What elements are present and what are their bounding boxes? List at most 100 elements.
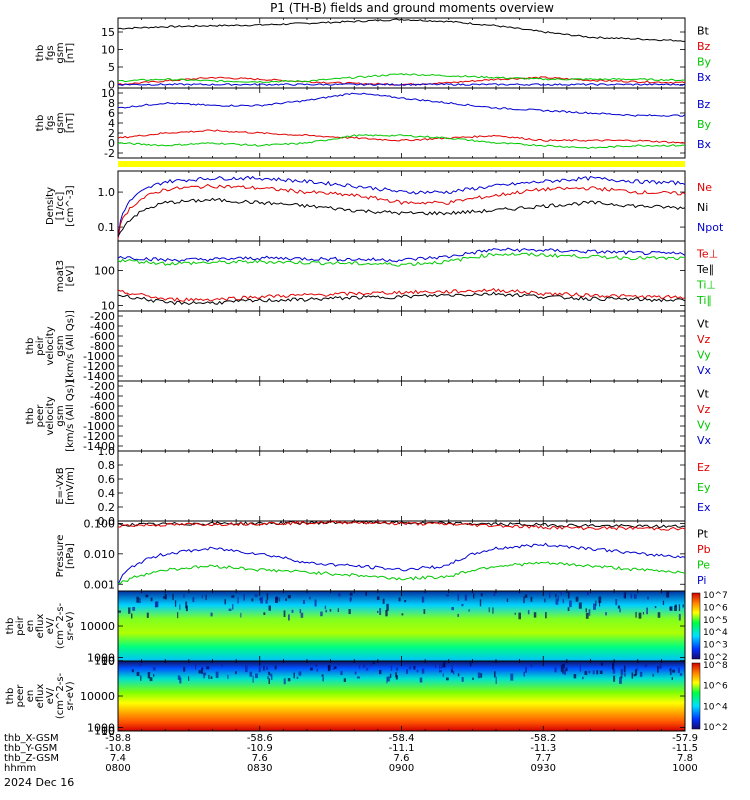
spectrogram-speckle	[544, 598, 546, 603]
legend-entry: Vz	[697, 403, 711, 416]
spectrogram-speckle	[434, 663, 437, 668]
legend-entry: Vz	[697, 333, 711, 346]
panel-frame	[117, 450, 686, 522]
y-tick-label: 1.0	[98, 186, 116, 199]
y-axis-label: [1/cc]	[55, 192, 66, 221]
legend-entry: Pe	[697, 559, 710, 572]
x-axis-row-value: 1000	[672, 763, 697, 774]
y-axis-label: thb	[35, 115, 46, 132]
spectrogram-speckle	[562, 667, 564, 674]
y-tick-label: 0.8	[98, 459, 116, 472]
y-tick-label: -400	[90, 390, 115, 403]
y-tick-label: 10	[101, 300, 115, 313]
x-axis-row-value: 7.6	[394, 753, 410, 764]
spectrogram-speckle	[288, 614, 290, 621]
series-line-Pe	[117, 561, 686, 585]
spectrogram-speckle	[249, 671, 253, 677]
spectrogram-speckle	[255, 673, 258, 679]
spectrogram-speckle	[139, 662, 142, 666]
y-axis-label: gsm	[55, 42, 66, 63]
y-axis-label: Density	[45, 187, 56, 225]
legend-entry: Te⊥	[696, 247, 718, 260]
spectrogram-speckle	[338, 592, 341, 597]
x-axis-row-label: thb_X-GSM	[4, 733, 59, 744]
spectrogram-speckle	[672, 669, 676, 673]
y-axis-label: thb	[25, 408, 36, 425]
x-axis-row-value: -58.8	[105, 733, 131, 744]
spectrogram-speckle	[198, 670, 201, 674]
spectrogram-speckle	[401, 613, 404, 616]
y-tick-label: 100	[94, 265, 115, 278]
x-axis-row-value: 0930	[531, 763, 556, 774]
spectrogram-speckle	[599, 600, 601, 607]
spectrogram-speckle	[389, 673, 392, 679]
panel-fgs_gsm: 0 5 10 15 thb fgs gsm [nT] Bt Bz By Bx	[35, 17, 712, 92]
y-tick-label: 0	[108, 137, 115, 150]
spectrogram-speckle	[302, 599, 305, 604]
spectrogram-speckle	[395, 675, 398, 680]
spectrogram-speckle	[451, 665, 453, 672]
spectrogram-speckle	[395, 672, 397, 678]
y-axis-label: eflux	[35, 614, 46, 639]
spectrogram-speckle	[423, 609, 426, 614]
y-tick-label: -2	[104, 147, 115, 160]
spectrogram-speckle	[293, 672, 295, 679]
spectrogram-speckle	[530, 596, 533, 602]
spectrogram-speckle	[579, 664, 581, 672]
y-axis-label: Pressure	[55, 535, 66, 578]
legend-entry: Pi	[697, 574, 706, 587]
legend-entry: Bx	[697, 71, 712, 84]
y-tick-label: -1000	[83, 420, 115, 433]
spectrogram-speckle	[205, 594, 207, 600]
spectrogram-speckle	[172, 594, 174, 600]
spectrogram-speckle	[442, 673, 444, 677]
y-axis-label: en	[25, 620, 36, 633]
spectrogram-speckle	[227, 674, 229, 679]
y-tick-label: 0.010	[84, 548, 116, 561]
spectrogram-speckle	[183, 594, 185, 598]
spectrogram-speckle	[398, 597, 401, 602]
spectrogram-speckle	[461, 677, 464, 682]
x-axis-row-label: thb_Y-GSM	[4, 743, 57, 754]
spectrogram-speckle	[291, 609, 294, 613]
spectrogram-speckle	[586, 592, 589, 596]
spectrogram-speckle	[285, 598, 287, 601]
spectrogram-speckle	[340, 670, 343, 675]
y-axis-label: [nPa]	[65, 543, 76, 569]
spectrogram-speckle	[636, 668, 638, 671]
spectrogram-speckle	[588, 670, 591, 674]
spectrogram-speckle	[263, 665, 265, 671]
y-tick-label: 0.100	[84, 517, 116, 530]
spectrogram-speckle	[588, 609, 591, 616]
spectrogram-speckle	[671, 677, 673, 680]
y-axis-label: gsm	[55, 405, 66, 426]
y-tick-label: 10	[101, 87, 115, 100]
spectrogram-speckle	[514, 612, 516, 615]
y-axis-label: eV/	[45, 617, 56, 634]
colorbar-tick-label: 10^5	[703, 616, 728, 626]
y-tick-label: -1000	[83, 350, 115, 363]
panel-peer_velocity: -1400-1200-1000-800-600-400-200 thb peer ve…	[25, 380, 712, 453]
chart-title: P1 (TH-B) fields and ground moments over…	[270, 1, 554, 15]
x-axis-row-value: -57.9	[672, 733, 698, 744]
spectrogram-speckle	[162, 596, 166, 599]
spectrogram-speckle	[287, 678, 291, 682]
spectrogram-speckle	[416, 669, 419, 673]
series-line-Bz	[117, 92, 686, 117]
legend-entry: Ti∥	[696, 294, 712, 307]
spectrogram-speckle	[332, 667, 335, 670]
spectrogram-speckle	[457, 673, 460, 677]
spectrogram-speckle	[506, 598, 509, 602]
spectrogram-speckle	[201, 667, 204, 674]
y-tick-label: 100	[94, 725, 115, 738]
x-axis-row-value: 7.4	[110, 753, 126, 764]
series-line-Te∥	[117, 291, 686, 306]
spectrogram-speckle	[563, 669, 566, 675]
spectrogram-speckle	[208, 675, 210, 679]
panel-frame	[117, 170, 686, 242]
series-line-Ni	[117, 197, 686, 237]
spectrogram-speckle	[477, 672, 481, 679]
y-tick-label: 0.1	[98, 221, 116, 234]
spectrogram-speckle	[469, 662, 472, 667]
